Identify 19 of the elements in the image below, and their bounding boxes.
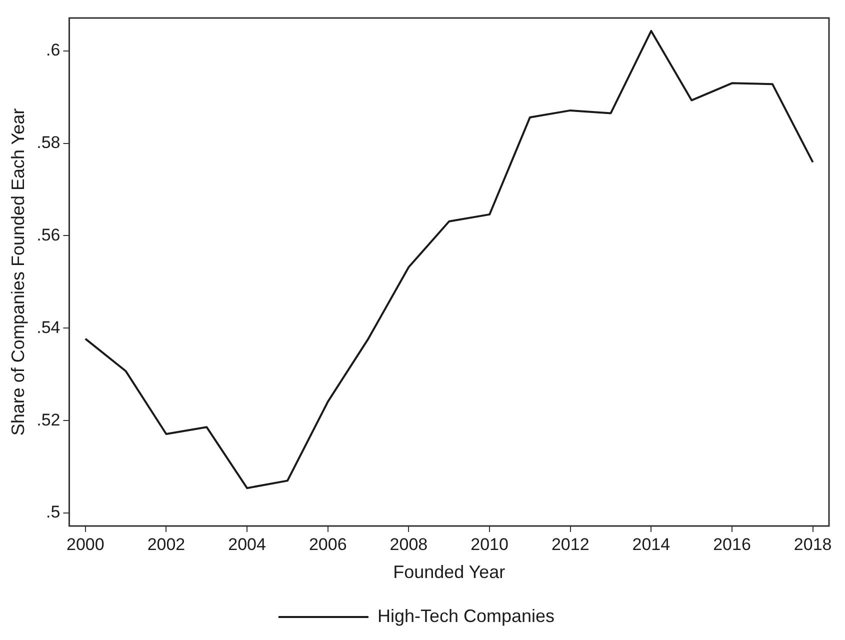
x-tick-label: 2008 — [390, 534, 428, 554]
x-tick-label: 2010 — [470, 534, 508, 554]
x-tick-label: 2012 — [551, 534, 590, 554]
x-tick-label: 2006 — [308, 534, 347, 554]
x-tick-label: 2000 — [66, 534, 104, 554]
x-axis-title: Founded Year — [393, 562, 506, 582]
y-tick-label: .54 — [36, 318, 60, 337]
y-tick-label: .56 — [36, 225, 60, 244]
legend-label: High-Tech Companies — [377, 606, 555, 626]
x-tick-label: 2018 — [794, 534, 832, 554]
y-tick-label: .58 — [36, 132, 60, 152]
y-tick-label: .5 — [46, 502, 60, 522]
x-tick-label: 2002 — [147, 534, 186, 554]
y-axis-title: Share of Companies Founded Each Year — [8, 108, 28, 436]
x-tick-label: 2014 — [632, 534, 670, 554]
x-tick-label: 2016 — [713, 534, 751, 554]
y-tick-label: .52 — [36, 410, 60, 430]
y-tick-label: .6 — [46, 40, 60, 60]
x-tick-label: 2004 — [228, 534, 266, 554]
